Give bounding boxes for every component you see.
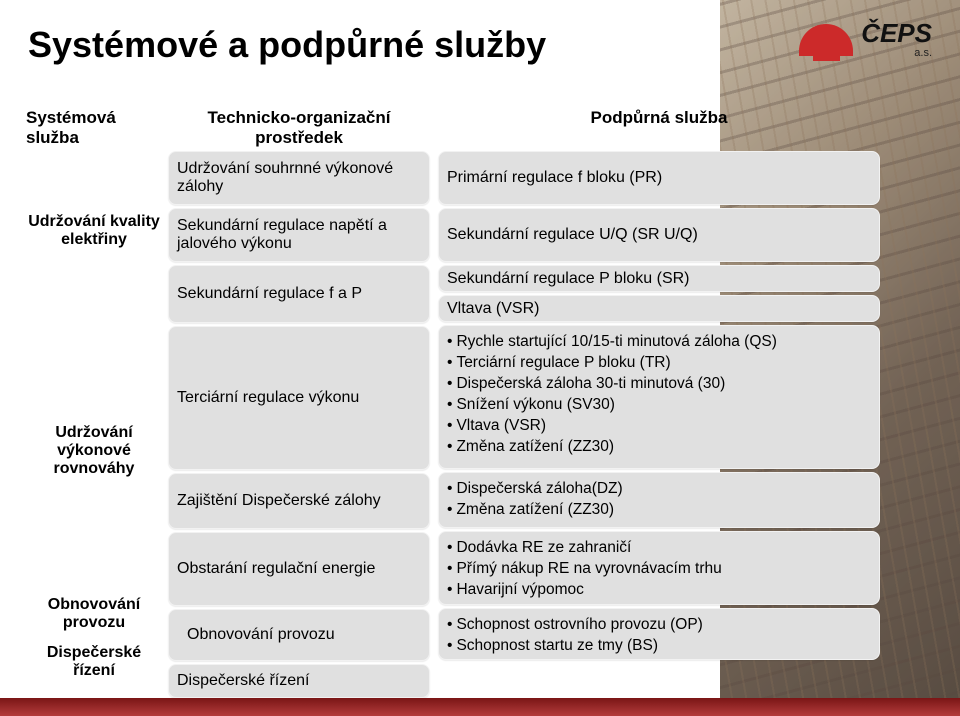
column-system-service: Systémová služba Udržování kvality elekt… xyxy=(24,104,164,701)
column-support-service: Podpůrná služba Primární regulace f blok… xyxy=(434,104,884,701)
bullet: Dispečerská záloha 30-ti minutová (30) xyxy=(447,374,725,395)
bullet: Schopnost startu ze tmy (BS) xyxy=(447,636,658,657)
col-right-header: Podpůrná služba xyxy=(434,104,884,148)
bullet: Schopnost ostrovního provozu (OP) xyxy=(447,615,703,636)
bullet: Přímý nákup RE na vyrovnávacím trhu xyxy=(447,559,722,580)
bullet: Rychle startující 10/15-ti minutová zálo… xyxy=(447,332,777,353)
bullet: Změna zatížení (ZZ30) xyxy=(447,437,614,458)
footer-accent-bar xyxy=(0,698,960,716)
bullet: Snížení výkonu (SV30) xyxy=(447,395,615,416)
bullet: Dispečerská záloha(DZ) xyxy=(447,479,623,500)
right-r4: Rychle startující 10/15-ti minutová zálo… xyxy=(438,325,880,469)
scope-restoration-label: Obnovování provozu xyxy=(28,596,160,632)
right-r1: Primární regulace f bloku (PR) xyxy=(438,151,880,205)
bullet: Vltava (VSR) xyxy=(447,416,546,437)
logo-name: ČEPS xyxy=(861,20,932,46)
mid-r5: Zajištění Dispečerské zálohy xyxy=(168,473,430,529)
mid-r8: Dispečerské řízení xyxy=(168,664,430,698)
bullet: Dodávka RE ze zahraničí xyxy=(447,538,631,559)
right-r6: Dodávka RE ze zahraničí Přímý nákup RE n… xyxy=(438,531,880,605)
mid-r2: Sekundární regulace napětí a jalového vý… xyxy=(168,208,430,262)
page-title: Systémové a podpůrné služby xyxy=(28,24,546,66)
mid-r4: Terciární regulace výkonu xyxy=(168,326,430,470)
scope-dispatch: Dispečerské řízení xyxy=(24,640,164,684)
mid-r1: Udržování souhrnné výkonové zálohy xyxy=(168,151,430,205)
logo-suffix: a.s. xyxy=(914,48,932,59)
scope-dispatch-label: Dispečerské řízení xyxy=(28,644,160,680)
logo: ČEPS a.s. xyxy=(799,20,932,59)
bullet: Havarijní výpomoc xyxy=(447,580,584,601)
scope-balance-label: Udržování výkonové rovnováhy xyxy=(28,424,160,478)
scope-balance: Udržování výkonové rovnováhy xyxy=(24,314,164,588)
logo-mark-icon xyxy=(799,24,853,56)
right-r3a: Sekundární regulace P bloku (SR) xyxy=(438,265,880,292)
right-r5: Dispečerská záloha(DZ) Změna zatížení (Z… xyxy=(438,472,880,528)
scope-quality-label: Udržování kvality elektřiny xyxy=(28,213,160,249)
scope-restoration: Obnovování provozu xyxy=(24,588,164,640)
mid-r6: Obstarání regulační energie xyxy=(168,532,430,606)
mid-r7: Obnovování provozu xyxy=(168,609,430,661)
bullet: Změna zatížení (ZZ30) xyxy=(447,500,614,521)
right-r7: Schopnost ostrovního provozu (OP) Schopn… xyxy=(438,608,880,660)
column-technical-means: Technicko-organizační prostředek Udržová… xyxy=(164,104,434,701)
col-mid-header: Technicko-organizační prostředek xyxy=(164,104,434,148)
content-grid: Systémová služba Udržování kvality elekt… xyxy=(24,104,884,701)
right-r3b: Vltava (VSR) xyxy=(438,295,880,322)
right-r2: Sekundární regulace U/Q (SR U/Q) xyxy=(438,208,880,262)
bullet: Terciární regulace P bloku (TR) xyxy=(447,353,671,374)
mid-r3: Sekundární regulace f a P xyxy=(168,265,430,323)
scope-quality: Udržování kvality elektřiny xyxy=(24,148,164,314)
col-left-header: Systémová služba xyxy=(24,104,164,148)
